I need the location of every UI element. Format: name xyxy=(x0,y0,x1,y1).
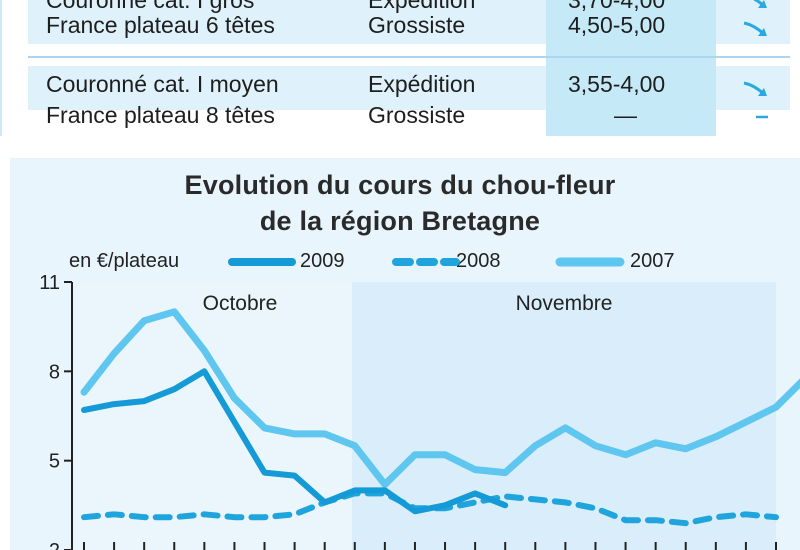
product-label: France plateau 8 têtes xyxy=(46,102,275,128)
price-value: 3,70-4,00 xyxy=(568,0,666,13)
product-label: Couronné cat. I moyen xyxy=(46,71,279,97)
market-label: Grossiste xyxy=(368,12,466,38)
legend-label-2009: 2009 xyxy=(300,250,345,272)
price-table: Couronné cat. I gros France plateau 6 tê… xyxy=(0,0,790,136)
row-separator xyxy=(28,56,790,58)
period-label: Octobre xyxy=(203,292,278,315)
price-column xyxy=(546,0,716,136)
y-tick-label: 5 xyxy=(49,451,60,473)
market-label: Expédition xyxy=(368,71,476,97)
product-label: Couronné cat. I gros xyxy=(46,0,255,13)
price-value: 3,55-4,00 xyxy=(568,71,666,97)
y-tick-label: 2 xyxy=(49,540,60,550)
market-label: Expédition xyxy=(368,0,476,13)
series-line-2008 xyxy=(81,490,779,527)
price-value: 4,50-5,00 xyxy=(568,12,666,38)
chart-title: Evolution du cours du chou-fleur xyxy=(184,170,616,200)
trend-stable-icon xyxy=(756,115,768,119)
y-tick-label: 11 xyxy=(39,272,60,294)
chart-subtitle: de la région Bretagne xyxy=(259,206,541,236)
period-bg-october xyxy=(72,282,352,550)
product-label: France plateau 6 têtes xyxy=(46,12,275,38)
price-value: — xyxy=(614,102,637,128)
period-label: Novembre xyxy=(516,292,613,315)
trend-down-icon xyxy=(753,0,767,8)
legend-label-2008: 2008 xyxy=(456,250,501,272)
legend-label-2007: 2007 xyxy=(630,250,675,272)
market-label: Grossiste xyxy=(368,102,466,128)
y-tick-label: 8 xyxy=(49,361,60,383)
y-axis-unit-label: en €/plateau xyxy=(69,250,180,272)
table-left-rule xyxy=(0,0,2,136)
trend-down-icon xyxy=(743,21,767,36)
trend-down-icon xyxy=(743,81,767,96)
